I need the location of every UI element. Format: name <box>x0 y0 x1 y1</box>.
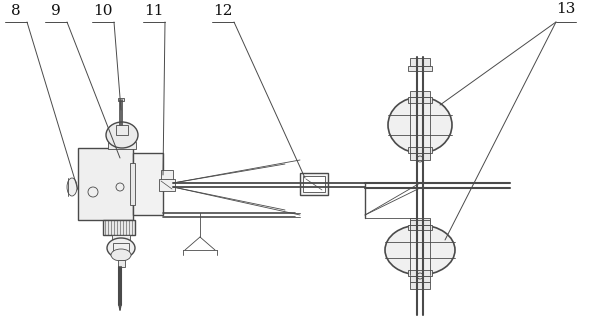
Bar <box>408 225 432 230</box>
Text: 13: 13 <box>557 2 575 16</box>
Bar <box>113 243 129 253</box>
Ellipse shape <box>385 225 455 275</box>
Bar <box>410 276 430 282</box>
Bar <box>408 226 432 231</box>
Bar <box>130 163 135 205</box>
Bar <box>303 176 325 192</box>
Bar <box>408 270 432 276</box>
Bar <box>118 98 124 101</box>
Bar <box>118 260 125 267</box>
Ellipse shape <box>111 249 131 261</box>
Bar <box>408 97 432 103</box>
Bar <box>410 91 430 97</box>
Ellipse shape <box>162 180 172 190</box>
Text: 9: 9 <box>51 4 61 18</box>
Bar <box>159 179 175 191</box>
Bar <box>408 66 432 71</box>
Text: 12: 12 <box>213 4 233 18</box>
Bar <box>408 147 432 153</box>
Text: 8: 8 <box>11 4 21 18</box>
Text: 10: 10 <box>93 4 112 18</box>
Ellipse shape <box>107 238 135 258</box>
Bar <box>133 153 163 215</box>
Bar <box>103 220 135 235</box>
Bar <box>112 235 130 243</box>
Bar <box>116 125 128 135</box>
Bar <box>300 173 328 195</box>
Bar <box>410 218 430 226</box>
Ellipse shape <box>106 122 138 148</box>
Bar <box>410 220 430 225</box>
Bar <box>161 170 173 186</box>
Ellipse shape <box>165 183 169 187</box>
Text: 11: 11 <box>144 4 164 18</box>
Ellipse shape <box>67 178 77 196</box>
Bar <box>410 282 430 289</box>
Bar <box>108 142 136 149</box>
Bar <box>410 153 430 160</box>
Ellipse shape <box>388 97 452 153</box>
Bar <box>410 58 430 66</box>
Bar <box>78 148 133 220</box>
